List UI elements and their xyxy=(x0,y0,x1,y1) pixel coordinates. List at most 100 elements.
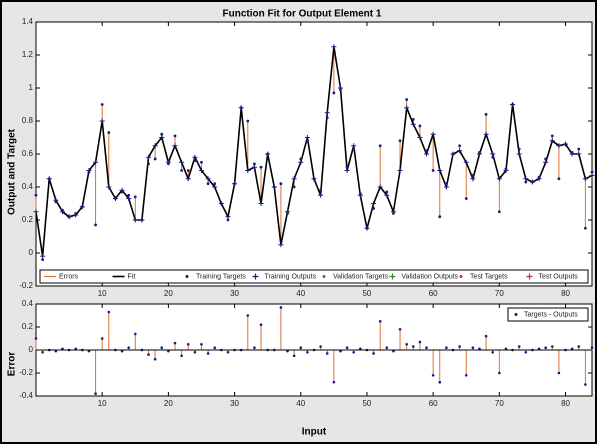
y-tick-label: 0 xyxy=(29,248,34,257)
output-marker xyxy=(424,151,430,157)
target-dot xyxy=(583,226,587,230)
target-dot xyxy=(305,139,309,143)
y-tick-label: -0.2 xyxy=(19,368,33,377)
chart-title: Function Fit for Output Element 1 xyxy=(223,9,382,20)
target-dot xyxy=(570,150,574,154)
target-dot xyxy=(517,147,521,151)
target-dot xyxy=(246,119,250,123)
x-tick-label: 60 xyxy=(429,399,438,408)
error-dot xyxy=(325,352,329,355)
target-dot xyxy=(41,258,45,261)
output-marker xyxy=(245,168,251,173)
output-marker xyxy=(331,44,337,50)
target-dot xyxy=(504,167,508,171)
target-dot xyxy=(180,169,184,172)
target-dot xyxy=(87,170,91,174)
legend-label: Training Outputs xyxy=(265,273,317,280)
output-marker xyxy=(159,135,165,140)
output-marker xyxy=(490,151,496,157)
target-dot xyxy=(590,170,594,174)
target-dot xyxy=(239,106,243,110)
y-tick-label: 0.6 xyxy=(22,149,34,158)
target-dot xyxy=(107,131,111,134)
target-dot xyxy=(431,169,435,172)
target-dot xyxy=(34,193,38,197)
output-marker xyxy=(589,172,595,178)
target-dot xyxy=(392,212,395,215)
error-dot xyxy=(246,314,250,317)
error-dot xyxy=(153,357,157,361)
error-dot xyxy=(253,346,256,350)
target-dot xyxy=(458,144,462,148)
legend-swatch xyxy=(459,275,463,278)
y-tick-label: -0.2 xyxy=(19,281,33,290)
target-dot xyxy=(299,157,303,161)
target-dot xyxy=(471,174,475,177)
x-tick-label: 40 xyxy=(296,399,305,408)
output-marker xyxy=(225,214,231,220)
output-marker xyxy=(318,192,324,198)
legend-label: Targets - Outputs xyxy=(524,311,578,318)
error-dot xyxy=(471,346,475,350)
target-dot xyxy=(186,169,190,172)
target-dot xyxy=(537,175,541,179)
target-dot xyxy=(491,155,495,159)
target-dot xyxy=(233,182,236,186)
output-marker xyxy=(417,135,423,140)
x-axis-label: Input xyxy=(302,427,327,438)
target-dot xyxy=(47,177,51,181)
target-dot xyxy=(339,88,342,92)
target-dot xyxy=(160,132,164,136)
target-dot xyxy=(200,160,203,164)
legend: Errors Fit Training Targets Training Output… xyxy=(39,269,589,284)
output-marker xyxy=(463,159,469,165)
error-dot xyxy=(425,346,428,350)
output-marker xyxy=(212,184,218,190)
target-dot xyxy=(140,218,144,222)
output-marker xyxy=(523,176,529,182)
x-tick-label: 70 xyxy=(495,289,504,298)
target-dot xyxy=(259,165,263,169)
target-dot xyxy=(398,139,402,143)
error-dot xyxy=(550,345,554,348)
x-tick-label: 30 xyxy=(230,289,239,298)
y-tick-label: -0.4 xyxy=(19,391,33,400)
target-dot xyxy=(464,197,468,200)
output-marker xyxy=(93,159,99,165)
error-dot xyxy=(405,342,408,346)
target-dot xyxy=(425,149,428,153)
output-marker xyxy=(549,138,555,144)
output-marker xyxy=(397,168,403,173)
target-dot xyxy=(524,180,528,184)
error-dot xyxy=(445,346,448,350)
y-tick-label: 0.4 xyxy=(22,299,34,308)
target-dot xyxy=(319,188,323,192)
output-marker xyxy=(437,168,443,173)
output-marker xyxy=(324,110,330,116)
target-dot xyxy=(372,207,375,210)
target-dot xyxy=(332,91,336,95)
x-tick-label: 10 xyxy=(98,289,107,298)
target-dot xyxy=(272,185,276,189)
y-tick-label: 0 xyxy=(29,345,34,354)
legend-swatch xyxy=(526,273,533,280)
error-dot xyxy=(398,328,402,331)
legend-box xyxy=(507,307,589,322)
error-dot xyxy=(411,345,415,348)
output-marker xyxy=(483,131,489,137)
target-dot xyxy=(325,116,329,120)
y-tick-label: 0.2 xyxy=(22,215,34,224)
target-dot xyxy=(544,157,548,161)
target-dot xyxy=(147,162,150,166)
error-dot xyxy=(186,342,190,346)
error-dot xyxy=(100,337,104,340)
y-tick-label: 1.4 xyxy=(22,17,34,26)
legend-label: Test Outputs xyxy=(539,273,579,280)
target-dot xyxy=(226,218,230,222)
error-dot xyxy=(213,346,217,350)
output-marker xyxy=(430,131,436,137)
output-marker xyxy=(205,176,211,182)
target-dot xyxy=(577,147,581,151)
target-dot xyxy=(451,152,455,156)
error-dot xyxy=(524,351,528,354)
